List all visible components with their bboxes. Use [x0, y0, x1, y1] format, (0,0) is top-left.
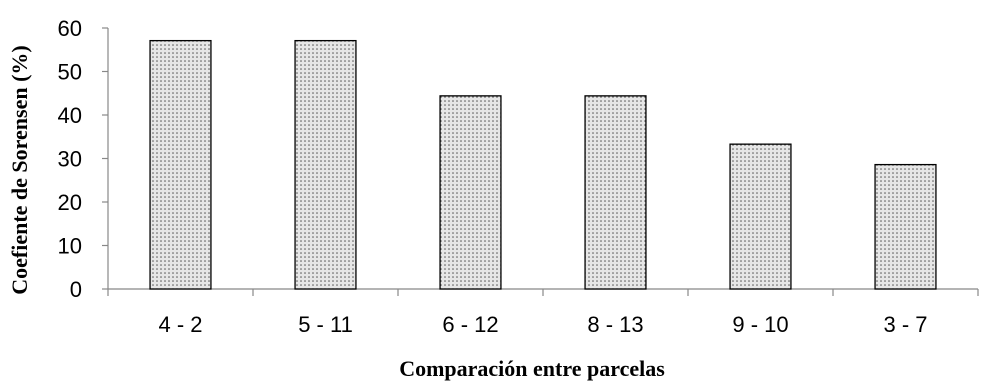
y-tick-label: 0: [70, 277, 82, 302]
y-tick-label: 50: [58, 60, 82, 85]
x-tick-label: 5 - 11: [298, 312, 353, 337]
y-tick-label: 60: [58, 16, 82, 41]
x-tick-label: 4 - 2: [158, 312, 202, 337]
y-tick-label: 20: [58, 190, 82, 215]
y-tick-label: 40: [58, 103, 82, 128]
bar-9-10: [729, 143, 792, 290]
y-axis-title: Coefiente de Sorensen (%): [7, 45, 32, 295]
bars: [149, 39, 937, 290]
y-tick-label: 10: [58, 234, 82, 259]
bar-6-12: [439, 95, 502, 290]
x-axis-title: Comparación entre parcelas: [399, 356, 665, 381]
x-tick-label: 6 - 12: [442, 312, 498, 337]
bar-5-11: [294, 39, 357, 290]
x-tick-label: 3 - 7: [883, 312, 927, 337]
x-axis: 4 - 2 5 - 11 6 - 12 8 - 13 9 - 10 3 - 7: [107, 288, 979, 337]
x-tick-label: 8 - 13: [587, 312, 643, 337]
y-axis: 0 10 20 30 40 50 60: [58, 16, 109, 302]
y-tick-label: 30: [58, 147, 82, 172]
x-tick-label: 9 - 10: [732, 312, 788, 337]
bar-4-2: [149, 39, 212, 290]
bar-8-13: [584, 95, 647, 290]
bar-3-7: [874, 163, 937, 290]
